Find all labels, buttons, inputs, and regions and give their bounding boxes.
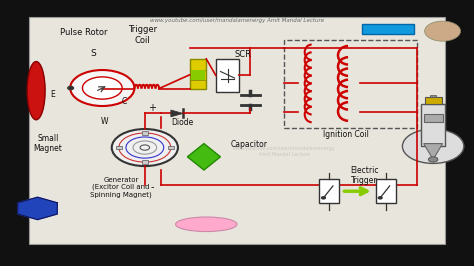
Polygon shape xyxy=(171,110,183,117)
FancyBboxPatch shape xyxy=(142,160,148,164)
FancyBboxPatch shape xyxy=(376,179,396,203)
Text: +: + xyxy=(148,103,156,113)
Ellipse shape xyxy=(27,61,45,120)
Text: Trigger
Coil: Trigger Coil xyxy=(128,25,157,45)
Text: -: - xyxy=(150,182,154,192)
Text: Pulse Rotor: Pulse Rotor xyxy=(60,28,107,37)
FancyBboxPatch shape xyxy=(424,114,443,122)
Circle shape xyxy=(428,157,438,162)
Text: Capacitor: Capacitor xyxy=(230,140,267,149)
Text: Diode: Diode xyxy=(172,118,194,127)
FancyBboxPatch shape xyxy=(191,70,205,80)
Text: Electric
Trigger: Electric Trigger xyxy=(350,166,379,185)
FancyBboxPatch shape xyxy=(319,179,339,203)
Text: Generator
(Excitor Coil and
Spinning Magnet): Generator (Excitor Coil and Spinning Mag… xyxy=(91,177,152,198)
Polygon shape xyxy=(18,197,57,220)
Text: www.youtube.com/user/mandalamenergy
Amit Mandal Lecture: www.youtube.com/user/mandalamenergy Amit… xyxy=(233,146,336,157)
FancyBboxPatch shape xyxy=(425,97,442,104)
Circle shape xyxy=(70,70,135,106)
FancyBboxPatch shape xyxy=(362,24,414,34)
Text: Small
Magnet: Small Magnet xyxy=(34,134,63,153)
Ellipse shape xyxy=(175,217,237,232)
Polygon shape xyxy=(424,144,443,159)
Circle shape xyxy=(402,129,464,163)
Circle shape xyxy=(321,197,325,199)
FancyBboxPatch shape xyxy=(216,59,239,92)
Circle shape xyxy=(112,129,178,166)
FancyBboxPatch shape xyxy=(116,146,122,149)
Text: SCR: SCR xyxy=(235,51,252,59)
Text: C: C xyxy=(121,97,127,106)
Text: www.youtube.com/user/mandalamenergy Amit Mandal Lecture: www.youtube.com/user/mandalamenergy Amit… xyxy=(150,18,324,23)
Text: S: S xyxy=(90,49,96,58)
FancyBboxPatch shape xyxy=(142,131,148,135)
Text: Ignition Coil: Ignition Coil xyxy=(323,130,369,139)
FancyBboxPatch shape xyxy=(190,59,206,89)
FancyBboxPatch shape xyxy=(167,146,174,149)
Circle shape xyxy=(68,86,73,90)
Polygon shape xyxy=(187,144,220,170)
Text: W: W xyxy=(101,117,109,126)
Text: E: E xyxy=(50,90,55,99)
Circle shape xyxy=(82,77,122,99)
Circle shape xyxy=(425,21,461,41)
FancyBboxPatch shape xyxy=(421,104,445,146)
FancyBboxPatch shape xyxy=(29,16,445,244)
Circle shape xyxy=(378,197,382,199)
FancyBboxPatch shape xyxy=(430,95,437,97)
